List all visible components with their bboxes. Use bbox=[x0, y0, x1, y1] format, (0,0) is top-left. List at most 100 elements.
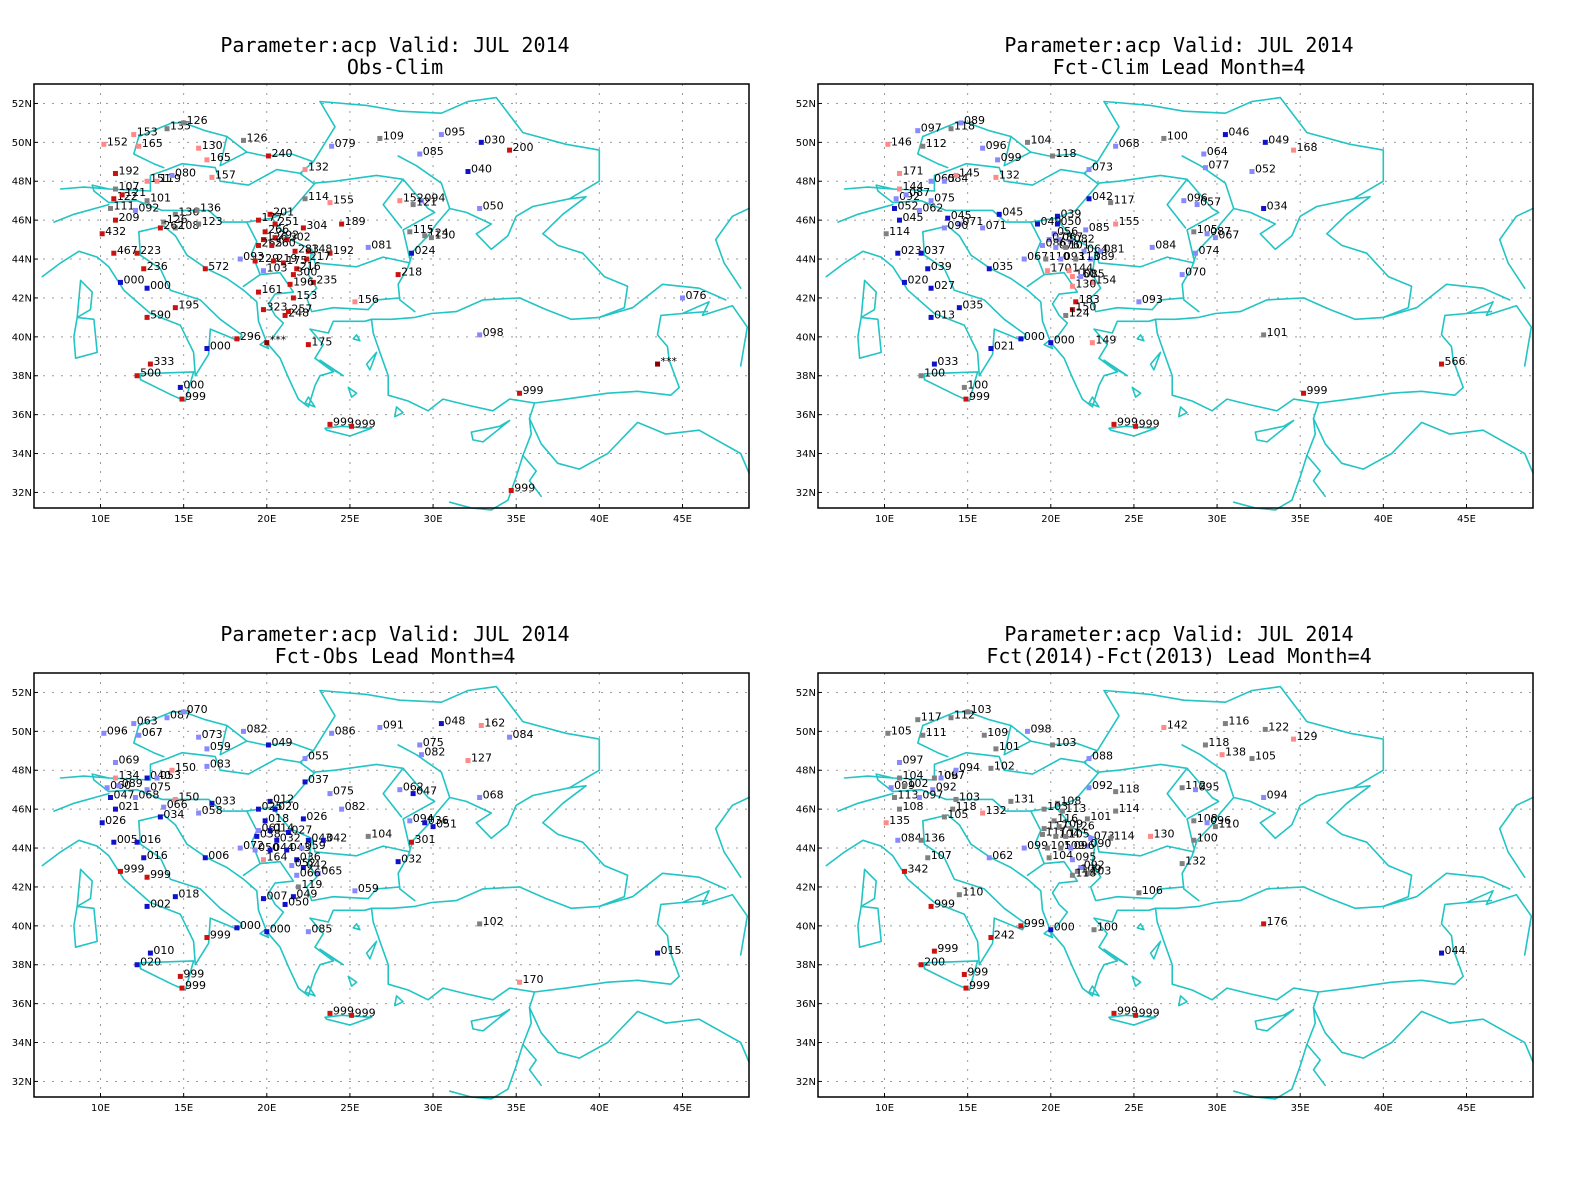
station-marker bbox=[204, 746, 210, 752]
station-value: 114 bbox=[308, 190, 329, 203]
station-marker bbox=[292, 248, 298, 254]
station-marker bbox=[903, 192, 909, 198]
station-value: 164 bbox=[266, 851, 287, 864]
station-value: 094 bbox=[413, 812, 434, 825]
station-marker bbox=[241, 728, 247, 734]
station-marker bbox=[285, 309, 291, 315]
station-value: 048 bbox=[444, 715, 465, 728]
station-value: 007 bbox=[266, 890, 287, 903]
panel-title: Parameter:acp Valid: JUL 2014 bbox=[220, 33, 570, 57]
station-value: 000 bbox=[150, 279, 171, 292]
y-tick-label: 32N bbox=[12, 488, 32, 499]
station-marker bbox=[1108, 200, 1114, 206]
coastline bbox=[533, 899, 709, 993]
station-value: 006 bbox=[208, 849, 229, 862]
station-value: 000 bbox=[1024, 330, 1045, 343]
station-value: 117 bbox=[1114, 194, 1135, 207]
x-tick-label: 40E bbox=[1374, 1103, 1393, 1114]
station-value: 000 bbox=[270, 923, 291, 936]
station-value: 097 bbox=[902, 753, 923, 766]
station-marker bbox=[117, 868, 123, 874]
station-marker bbox=[272, 806, 278, 812]
coastline bbox=[1166, 178, 1188, 229]
station-marker bbox=[931, 775, 937, 781]
y-tick-label: 42N bbox=[12, 293, 32, 304]
station-value: 074 bbox=[1198, 244, 1219, 257]
station-value: 096 bbox=[1074, 839, 1095, 852]
station-value: 095 bbox=[1075, 851, 1096, 864]
station-marker bbox=[141, 266, 147, 272]
station-marker bbox=[961, 384, 967, 390]
station-value: 103 bbox=[1055, 736, 1076, 749]
coastline bbox=[305, 837, 401, 902]
x-tick-label: 25E bbox=[1124, 514, 1143, 525]
station-marker bbox=[1069, 857, 1075, 863]
station-value: 033 bbox=[937, 355, 958, 368]
station-marker bbox=[99, 820, 105, 826]
station-marker bbox=[1081, 248, 1087, 254]
station-value: 170 bbox=[1050, 262, 1071, 275]
x-tick-label: 35E bbox=[1291, 514, 1310, 525]
panel-fct-obs: Parameter:acp Valid: JUL 2014 Fct-Obs Le… bbox=[12, 619, 775, 1179]
station-value: 170 bbox=[523, 973, 544, 986]
coastline bbox=[370, 196, 629, 321]
station-marker bbox=[161, 804, 167, 810]
station-value: 157 bbox=[215, 168, 236, 181]
station-value: 101 bbox=[1069, 238, 1090, 251]
station-value: 058 bbox=[202, 804, 223, 817]
station-value: 000 bbox=[183, 378, 204, 391]
station-value: 132 bbox=[308, 161, 329, 174]
station-marker bbox=[901, 279, 907, 285]
station-value: 042 bbox=[1092, 190, 1113, 203]
station-value: 296 bbox=[240, 330, 261, 343]
coastline bbox=[271, 806, 411, 857]
station-value: 135 bbox=[889, 814, 910, 827]
station-value: 080 bbox=[175, 166, 196, 179]
station-value: 072 bbox=[243, 839, 264, 852]
station-marker bbox=[948, 715, 954, 721]
panel-fct-diff: Parameter:acp Valid: JUL 2014 Fct(2014)-… bbox=[796, 619, 1559, 1179]
station-marker bbox=[305, 248, 311, 254]
x-tick-label: 20E bbox=[257, 1103, 276, 1114]
coastline bbox=[1154, 196, 1413, 321]
station-value: 106 bbox=[1142, 884, 1163, 897]
station-marker bbox=[300, 864, 306, 870]
coastline bbox=[91, 751, 303, 812]
station-value: 089 bbox=[1094, 250, 1115, 263]
coastline bbox=[1166, 767, 1188, 818]
station-value: 132 bbox=[986, 804, 1007, 817]
x-tick-label: 30E bbox=[424, 514, 443, 525]
station-value: 052 bbox=[897, 199, 918, 212]
station-marker bbox=[1073, 299, 1079, 305]
station-value: 108 bbox=[1197, 812, 1218, 825]
station-value: 126 bbox=[167, 213, 188, 226]
station-marker bbox=[352, 299, 358, 305]
station-marker bbox=[408, 839, 414, 845]
station-marker bbox=[196, 810, 202, 816]
station-value: 145 bbox=[959, 166, 980, 179]
x-tick-label: 40E bbox=[590, 1103, 609, 1114]
station-marker bbox=[1202, 742, 1208, 748]
x-tick-label: 25E bbox=[340, 514, 359, 525]
station-marker bbox=[141, 855, 147, 861]
station-marker bbox=[1179, 785, 1185, 791]
station-marker bbox=[920, 143, 926, 149]
station-value: 136 bbox=[200, 201, 221, 214]
coastline bbox=[1055, 806, 1195, 857]
station-marker bbox=[1192, 787, 1198, 793]
station-marker bbox=[891, 794, 897, 800]
station-value: 999 bbox=[1024, 917, 1045, 930]
y-tick-label: 42N bbox=[796, 882, 816, 893]
station-marker bbox=[260, 896, 266, 902]
station-marker bbox=[901, 783, 907, 789]
station-value: 034 bbox=[163, 808, 184, 821]
station-marker bbox=[1054, 800, 1060, 806]
station-value: 096 bbox=[107, 724, 128, 737]
station-marker bbox=[1083, 227, 1089, 233]
station-value: 038 bbox=[260, 827, 281, 840]
station-value: 108 bbox=[1060, 794, 1081, 807]
coastline bbox=[397, 155, 451, 210]
station-marker bbox=[252, 847, 258, 853]
coastline bbox=[91, 162, 303, 223]
coastline bbox=[305, 248, 401, 313]
